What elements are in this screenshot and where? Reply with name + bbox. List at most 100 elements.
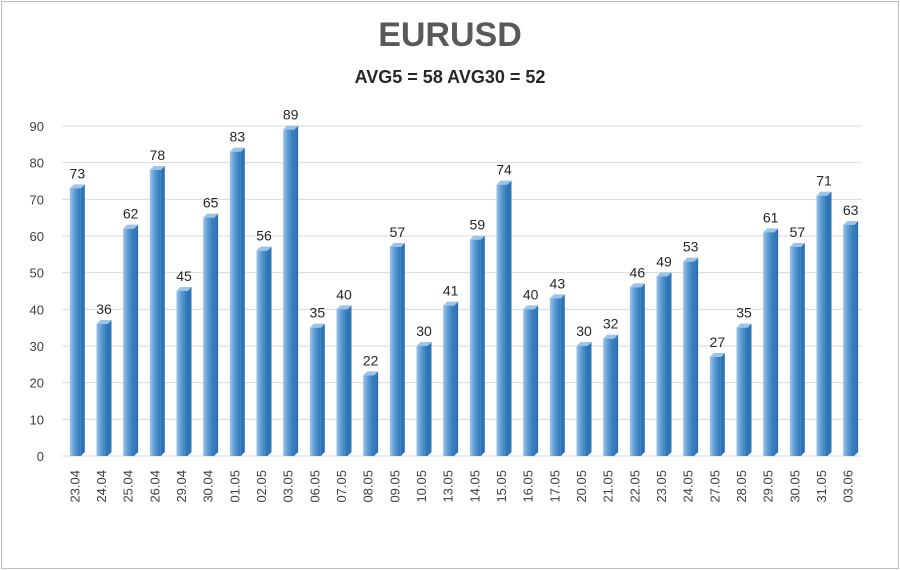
bar-side <box>454 301 459 456</box>
data-label: 89 <box>283 107 299 123</box>
bar-top <box>843 221 859 225</box>
bar-top <box>336 305 352 310</box>
x-tick-label: 20.05 <box>574 470 589 503</box>
bar-top <box>283 125 299 130</box>
bars <box>69 125 859 457</box>
bar-side <box>267 246 272 456</box>
bar-top <box>96 320 112 324</box>
bar <box>843 221 859 456</box>
bar-front <box>229 151 241 456</box>
bar-side <box>80 184 85 457</box>
data-label: 78 <box>150 147 166 163</box>
data-label: 49 <box>656 253 672 269</box>
bar-side <box>720 353 725 456</box>
x-tick-label: 29.04 <box>174 470 189 503</box>
bar <box>309 323 325 456</box>
x-tick-label: 03.05 <box>281 470 296 503</box>
bar-side <box>747 323 752 456</box>
bar-front <box>763 232 775 456</box>
bar <box>549 294 565 456</box>
x-tick-label: 10.05 <box>414 470 429 503</box>
bar-side <box>534 305 539 456</box>
bar <box>176 287 192 456</box>
x-tick-label: 26.04 <box>147 470 162 503</box>
bar-top <box>203 213 219 218</box>
bar-top <box>123 224 139 229</box>
bar-top <box>443 301 459 306</box>
data-label: 56 <box>256 228 272 244</box>
bar-side <box>800 243 805 456</box>
bar-top <box>416 342 432 346</box>
bar-top <box>763 228 779 233</box>
bar-front <box>469 239 481 456</box>
bar-top <box>736 323 752 328</box>
bar-front <box>789 247 801 456</box>
x-tick-label: 16.05 <box>521 470 536 503</box>
x-tick-label: 09.05 <box>387 470 402 503</box>
bar <box>229 147 245 456</box>
bar-top <box>496 180 512 185</box>
bar-front <box>629 287 641 456</box>
bar <box>69 184 85 457</box>
bar <box>469 235 485 456</box>
bar-front <box>176 291 188 456</box>
data-label: 59 <box>470 217 486 233</box>
data-label: 22 <box>363 352 379 368</box>
data-label: 27 <box>710 334 726 350</box>
data-label: 65 <box>203 195 219 211</box>
data-label: 41 <box>443 283 459 299</box>
bar-front <box>283 129 295 456</box>
bar-side <box>774 228 779 456</box>
data-label: 62 <box>123 206 139 222</box>
bar-side <box>614 334 619 456</box>
data-label: 35 <box>310 305 326 321</box>
bar-top <box>149 166 165 170</box>
bar-front <box>576 346 588 456</box>
bar <box>709 353 725 456</box>
bar <box>389 243 405 456</box>
x-tick-label: 02.05 <box>254 470 269 503</box>
bar-top <box>256 246 272 251</box>
bar <box>683 257 699 456</box>
x-tick-label: 30.04 <box>201 470 216 503</box>
y-tick-label: 30 <box>30 339 44 354</box>
data-label: 71 <box>816 173 832 189</box>
x-tick-label: 23.05 <box>654 470 669 503</box>
bar <box>443 301 459 456</box>
data-label: 83 <box>230 129 246 145</box>
chart-subtitle: AVG5 = 58 AVG30 = 52 <box>354 67 546 87</box>
x-tick-label: 24.05 <box>681 470 696 503</box>
bar-top <box>69 184 85 189</box>
bar-front <box>309 327 321 456</box>
data-label: 61 <box>763 209 779 225</box>
bar-top <box>683 257 699 262</box>
bar-front <box>496 184 508 456</box>
data-label: 74 <box>496 162 512 178</box>
bar-front <box>203 217 215 456</box>
y-tick-label: 50 <box>30 266 44 281</box>
bar-front <box>443 305 455 456</box>
bar <box>363 371 379 456</box>
x-tick-label: 25.04 <box>121 470 136 503</box>
y-tick-label: 80 <box>30 156 44 171</box>
x-tick-label: 31.05 <box>814 470 829 503</box>
bar <box>789 243 805 456</box>
data-label: 46 <box>630 264 646 280</box>
bar-side <box>854 221 859 456</box>
bar-front <box>336 309 348 456</box>
data-label: 57 <box>390 224 406 240</box>
bar-front <box>256 250 268 456</box>
bar <box>149 166 165 456</box>
bar-side <box>400 243 405 456</box>
bar-side <box>107 320 112 456</box>
y-tick-label: 10 <box>30 412 44 427</box>
y-tick-label: 70 <box>30 192 44 207</box>
bar-side <box>587 342 592 456</box>
bar-front <box>96 324 108 456</box>
bar-side <box>827 191 832 456</box>
bar-front <box>523 309 535 456</box>
x-tick-label: 30.05 <box>787 470 802 503</box>
bar-side <box>214 213 219 456</box>
bar <box>816 191 832 456</box>
